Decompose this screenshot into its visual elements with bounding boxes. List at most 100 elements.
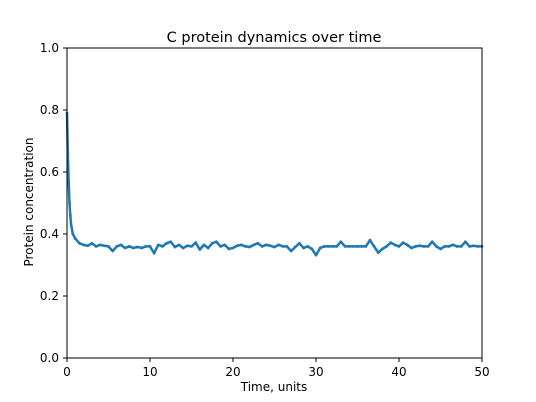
data-point [451, 243, 455, 247]
data-point [107, 245, 110, 248]
data-point [322, 245, 326, 248]
x-tick-label: 20 [225, 365, 240, 379]
data-point [123, 246, 127, 250]
data-point [177, 243, 181, 247]
x-tick-label: 50 [474, 365, 489, 379]
x-tick-label: 0 [63, 365, 71, 379]
x-axis-ticks: 0 10 20 30 40 50 [63, 358, 490, 379]
data-point [476, 245, 480, 248]
data-point [71, 232, 75, 236]
data-point [314, 253, 318, 257]
data-point [78, 241, 81, 245]
data-point [210, 241, 214, 245]
data-point [302, 246, 305, 250]
data-point [248, 245, 252, 249]
data-point [414, 245, 417, 248]
data-point [351, 245, 355, 248]
data-point [264, 243, 268, 247]
data-point [285, 245, 289, 248]
data-point [181, 246, 185, 250]
data-point [464, 240, 467, 244]
data-point [472, 244, 476, 248]
data-point [364, 245, 368, 248]
data-point [219, 245, 222, 248]
data-point [385, 245, 388, 248]
data-point [148, 245, 152, 248]
data-point [185, 244, 189, 248]
data-point [439, 247, 442, 251]
series-line [65, 111, 484, 257]
data-point [347, 245, 351, 248]
data-point [202, 243, 206, 247]
data-point [343, 245, 347, 248]
y-tick-label: 0.2 [40, 289, 59, 303]
data-point [360, 245, 364, 248]
data-point [215, 240, 218, 244]
data-point [306, 245, 310, 248]
data-point [447, 245, 451, 248]
data-point [173, 245, 177, 249]
data-point [260, 245, 264, 248]
data-point [206, 246, 210, 250]
data-point [73, 237, 77, 241]
data-point [90, 241, 94, 245]
data-point [381, 247, 384, 251]
data-point [426, 245, 430, 248]
data-point [389, 241, 393, 245]
data-point [244, 245, 247, 248]
data-point [190, 245, 193, 248]
data-point [132, 246, 135, 250]
data-point [372, 245, 376, 248]
data-point [397, 245, 401, 248]
data-point [136, 245, 139, 249]
data-point [68, 201, 71, 205]
data-point [252, 243, 256, 247]
data-point [327, 245, 330, 248]
data-point [194, 241, 198, 245]
data-point [434, 245, 438, 248]
data-point [410, 246, 413, 250]
data-point [281, 245, 285, 248]
data-point [335, 245, 339, 248]
data-point [256, 241, 260, 245]
data-point [318, 246, 322, 250]
data-point [231, 246, 235, 250]
data-point [165, 241, 169, 245]
data-point [235, 244, 239, 248]
series-layer [65, 111, 484, 257]
y-axis-label: Protein concentration [22, 138, 36, 267]
data-point [293, 245, 297, 249]
x-axis-label: Time, units [240, 380, 308, 394]
data-point [119, 243, 123, 247]
data-point [198, 248, 202, 251]
data-point [273, 245, 276, 249]
y-tick-label: 0.4 [40, 227, 59, 241]
y-tick-label: 0.8 [40, 103, 59, 117]
data-point [401, 241, 405, 245]
data-point [356, 245, 359, 248]
data-point [376, 251, 380, 255]
data-point [82, 243, 85, 247]
data-point [268, 244, 272, 248]
x-tick-label: 30 [308, 365, 323, 379]
x-tick-label: 10 [142, 365, 157, 379]
data-point [67, 179, 71, 183]
data-point [68, 214, 72, 217]
y-tick-label: 0.0 [40, 351, 59, 365]
chart-title: C protein dynamics over time [167, 30, 382, 46]
data-point [102, 244, 106, 248]
plot-frame [66, 47, 483, 359]
data-point [459, 245, 463, 248]
y-tick-label: 0.6 [40, 165, 59, 179]
data-point [86, 244, 90, 248]
data-point [115, 245, 119, 248]
data-point [69, 223, 73, 227]
y-tick-label: 1.0 [40, 41, 59, 55]
data-point [368, 238, 372, 242]
x-tick-label: 40 [391, 365, 406, 379]
data-point [94, 245, 98, 248]
data-point [405, 243, 409, 247]
data-point [289, 249, 293, 253]
